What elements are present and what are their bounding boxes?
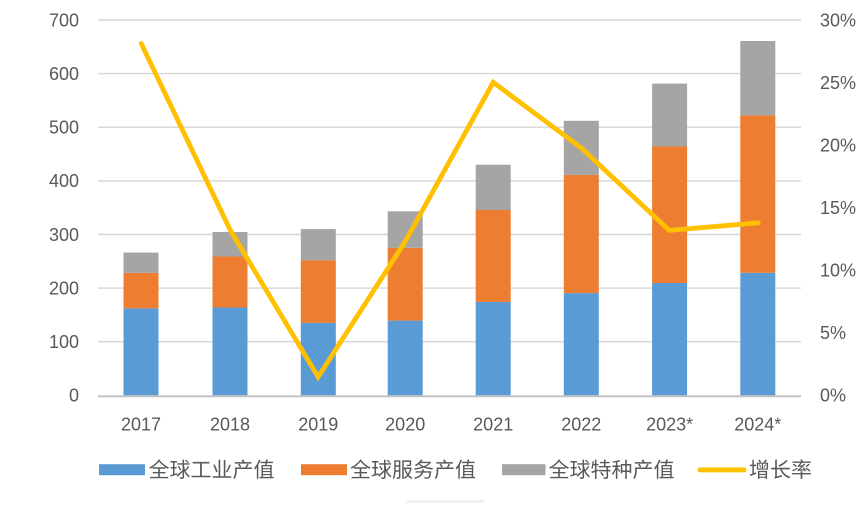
svg-text:2019: 2019 <box>298 415 338 435</box>
svg-text:300: 300 <box>49 225 79 245</box>
svg-text:2024*: 2024* <box>734 415 781 435</box>
svg-text:2017: 2017 <box>121 415 161 435</box>
svg-text:30%: 30% <box>820 10 856 30</box>
svg-text:200: 200 <box>49 278 79 298</box>
svg-text:15%: 15% <box>820 198 856 218</box>
svg-text:25%: 25% <box>820 73 856 93</box>
svg-text:2021: 2021 <box>473 415 513 435</box>
svg-text:2022: 2022 <box>561 415 601 435</box>
svg-text:400: 400 <box>49 171 79 191</box>
svg-text:500: 500 <box>49 118 79 138</box>
svg-text:2018: 2018 <box>210 415 250 435</box>
svg-text:2023*: 2023* <box>646 415 693 435</box>
svg-text:2020: 2020 <box>385 415 425 435</box>
svg-text:0: 0 <box>69 386 79 406</box>
svg-text:100: 100 <box>49 332 79 352</box>
svg-text:5%: 5% <box>820 323 846 343</box>
svg-text:20%: 20% <box>820 136 856 156</box>
svg-text:10%: 10% <box>820 261 856 281</box>
svg-text:600: 600 <box>49 64 79 84</box>
svg-text:700: 700 <box>49 10 79 30</box>
svg-text:0%: 0% <box>820 386 846 406</box>
